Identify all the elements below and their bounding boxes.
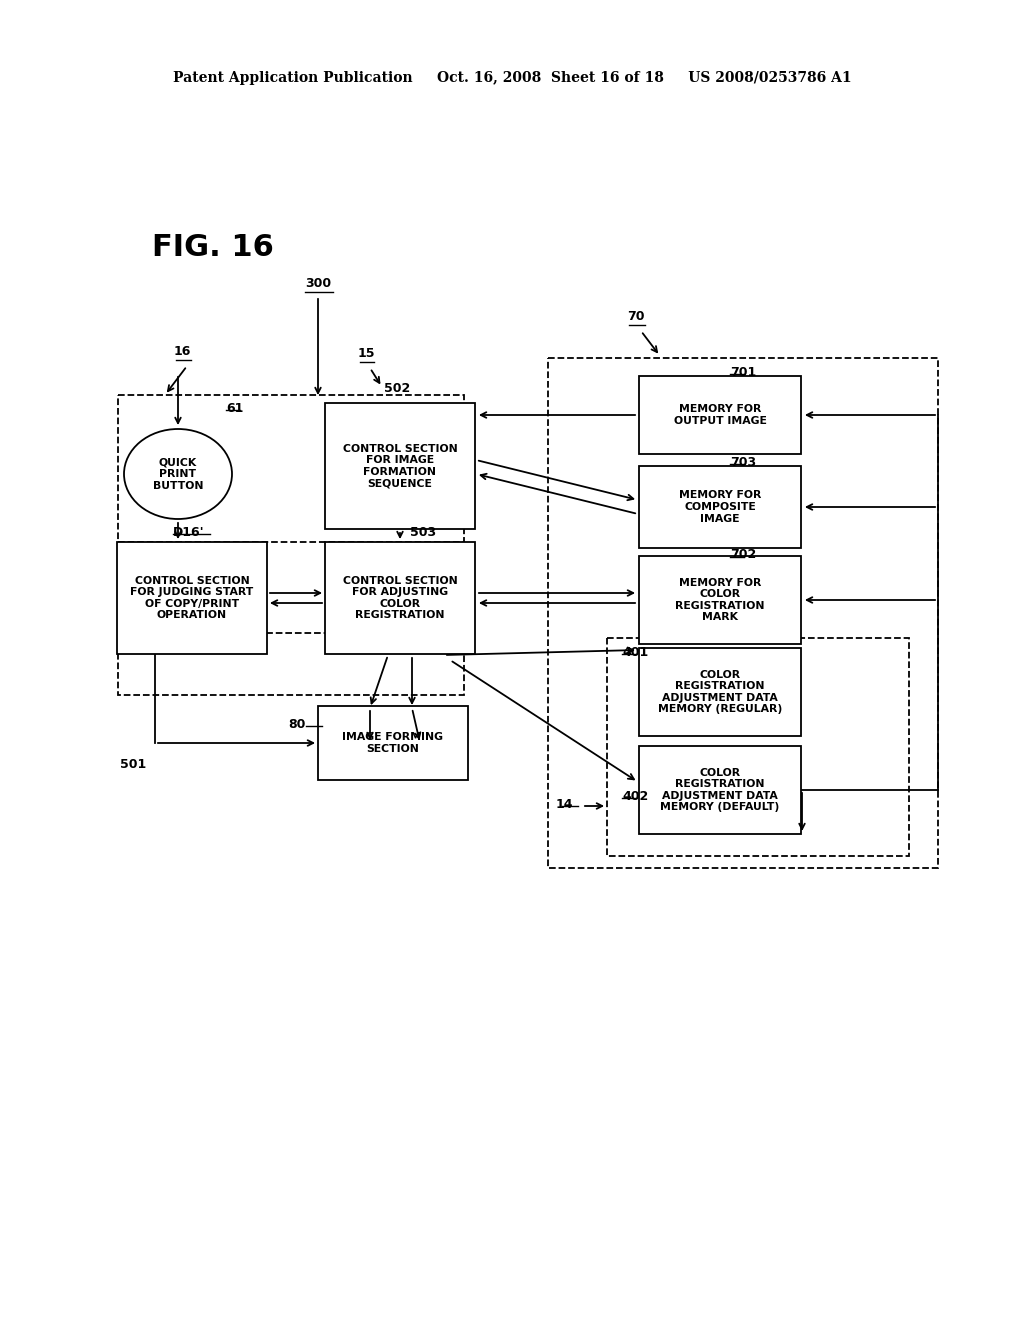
Ellipse shape xyxy=(124,429,232,519)
Text: 702: 702 xyxy=(730,549,757,561)
Text: CONTROL SECTION
FOR IMAGE
FORMATION
SEQUENCE: CONTROL SECTION FOR IMAGE FORMATION SEQU… xyxy=(343,444,458,488)
Text: COLOR
REGISTRATION
ADJUSTMENT DATA
MEMORY (DEFAULT): COLOR REGISTRATION ADJUSTMENT DATA MEMOR… xyxy=(660,768,779,812)
Bar xyxy=(639,556,801,644)
Bar xyxy=(118,543,464,696)
Text: 15: 15 xyxy=(357,347,375,360)
Text: 402: 402 xyxy=(622,789,648,803)
Text: 701: 701 xyxy=(730,366,757,379)
Text: 16: 16 xyxy=(173,345,190,358)
Bar xyxy=(639,746,801,834)
Text: MEMORY FOR
OUTPUT IMAGE: MEMORY FOR OUTPUT IMAGE xyxy=(674,404,766,426)
Text: 14: 14 xyxy=(555,797,573,810)
Text: CONTROL SECTION
FOR JUDGING START
OF COPY/PRINT
OPERATION: CONTROL SECTION FOR JUDGING START OF COP… xyxy=(130,576,254,620)
Bar xyxy=(639,648,801,737)
Bar xyxy=(325,403,475,529)
Text: MEMORY FOR
COMPOSITE
IMAGE: MEMORY FOR COMPOSITE IMAGE xyxy=(679,491,761,524)
Bar xyxy=(118,395,464,634)
Text: FIG. 16: FIG. 16 xyxy=(152,234,273,263)
Text: 300: 300 xyxy=(305,277,331,290)
Text: MEMORY FOR
COLOR
REGISTRATION
MARK: MEMORY FOR COLOR REGISTRATION MARK xyxy=(675,578,765,623)
Text: 502: 502 xyxy=(384,381,411,395)
Text: 703: 703 xyxy=(730,455,756,469)
Bar xyxy=(325,543,475,653)
Bar xyxy=(639,466,801,548)
Bar xyxy=(607,638,909,855)
Text: IMAGE FORMING
SECTION: IMAGE FORMING SECTION xyxy=(342,733,443,754)
Text: 401: 401 xyxy=(622,645,648,659)
Text: 80: 80 xyxy=(289,718,306,730)
Bar xyxy=(548,358,938,869)
Text: COLOR
REGISTRATION
ADJUSTMENT DATA
MEMORY (REGULAR): COLOR REGISTRATION ADJUSTMENT DATA MEMOR… xyxy=(657,669,782,714)
Text: 61: 61 xyxy=(226,401,244,414)
Text: D16': D16' xyxy=(173,525,205,539)
Text: 501: 501 xyxy=(120,758,146,771)
Text: 70: 70 xyxy=(628,310,645,323)
Bar xyxy=(117,543,267,653)
Text: CONTROL SECTION
FOR ADJUSTING
COLOR
REGISTRATION: CONTROL SECTION FOR ADJUSTING COLOR REGI… xyxy=(343,576,458,620)
Text: Patent Application Publication     Oct. 16, 2008  Sheet 16 of 18     US 2008/025: Patent Application Publication Oct. 16, … xyxy=(173,71,851,84)
Bar xyxy=(639,376,801,454)
Bar xyxy=(318,706,468,780)
Text: 503: 503 xyxy=(410,525,436,539)
Text: QUICK
PRINT
BUTTON: QUICK PRINT BUTTON xyxy=(153,458,203,491)
